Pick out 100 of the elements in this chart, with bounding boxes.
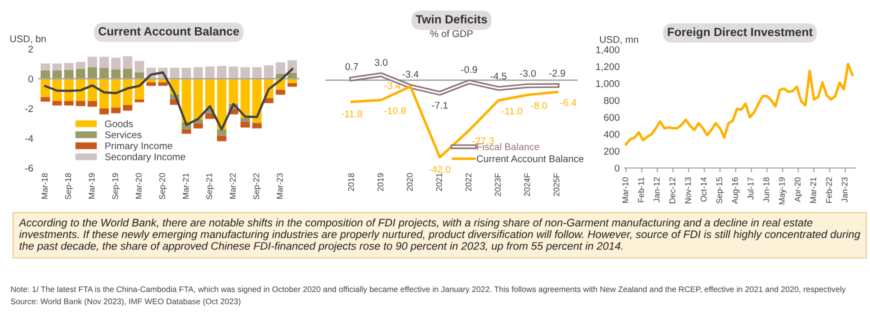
x-tick-label: Sep-18 xyxy=(65,173,73,200)
x-tick-label: Sep-15 xyxy=(716,177,724,204)
x-tick-label: Mar-21 xyxy=(182,173,189,199)
x-tick-label: Sep-22 xyxy=(253,173,261,200)
bar xyxy=(88,101,98,107)
bar xyxy=(228,66,238,79)
x-tick-label: Mar-20 xyxy=(136,173,142,199)
x-tick-label: 2020 xyxy=(406,173,413,191)
x-tick-label: Mar-21 xyxy=(810,177,816,203)
data-label: -11.0 xyxy=(502,108,522,114)
data-label: -6.4 xyxy=(560,99,576,106)
bar xyxy=(99,108,109,114)
data-label: 3.0 xyxy=(374,58,388,66)
x-tick-label: 2024F xyxy=(524,173,530,196)
bar xyxy=(64,70,74,79)
bar xyxy=(64,101,74,106)
data-label: -2.9 xyxy=(549,70,566,77)
bar xyxy=(99,56,109,68)
legend-label: Current Account Balance xyxy=(476,155,584,162)
legend-label: Secondary Income xyxy=(105,153,186,162)
data-label: -8.0 xyxy=(531,102,547,109)
bar xyxy=(76,68,86,79)
bar xyxy=(40,64,50,70)
x-tick-label: Mar-10 xyxy=(622,177,628,203)
bar xyxy=(240,67,250,79)
bar xyxy=(122,68,132,79)
chart-subtitle: % of GDP xyxy=(430,30,473,38)
x-tick-label: May-19 xyxy=(778,177,786,204)
data-label: -0.9 xyxy=(461,66,478,74)
bar xyxy=(240,118,250,122)
data-label: -3.0 xyxy=(520,70,536,77)
chart-title: Twin Deficits xyxy=(416,14,488,24)
x-tick-label: Mar-18 xyxy=(42,173,48,199)
bar xyxy=(76,62,86,69)
x-tick-label: Nov-13 xyxy=(685,177,691,204)
data-label: -4.5 xyxy=(490,72,506,80)
bar xyxy=(76,101,86,106)
y-tick-label: 200 xyxy=(604,148,620,155)
data-label: -27.3 xyxy=(472,138,494,144)
bar xyxy=(111,108,121,114)
data-label: -10.8 xyxy=(384,107,406,114)
text: Note: 1/ The latest FTA is the China-Cambodia FTA, which was signed in October 2020 and officially became effective in January 2022. This follows agreements with New Zealand and the RCEP, effective in 2021 and 2020, respectively xyxy=(11,286,846,294)
bar xyxy=(170,68,180,79)
x-tick-label: 2018 xyxy=(348,173,354,191)
bar xyxy=(88,67,98,79)
bar xyxy=(88,56,98,68)
bar xyxy=(134,100,144,102)
legend-label: Goods xyxy=(105,120,133,128)
text: According to the World Bank, there are notable shifts in the composition of FDI projects, with a rising share of non-Garment manufacturing and a decline in real estate investments. If these newly emerging manufacturing industries are properly nurtured, product diversification will follow. However, source of FDI is still highly concentrated during the past decade, the share of approved Chinese FDI-financed projects rose to 90 percent in 2023, up from 55 percent in 2014. xyxy=(18,218,860,252)
bar xyxy=(52,101,62,106)
chart-title: Current Account Balance xyxy=(98,26,240,36)
x-tick-label: Sep-21 xyxy=(206,173,214,200)
bar xyxy=(216,136,226,142)
x-tick-label: Mar-22 xyxy=(230,173,236,199)
bar xyxy=(216,129,226,136)
source-note: Source: World Bank (Nov 2023), IMF WEO Database (Oct 2023) xyxy=(10,298,240,306)
bar xyxy=(288,83,297,87)
x-tick-label: 2023F xyxy=(494,173,501,196)
x-tick-label: Aug-16 xyxy=(732,177,740,204)
y-tick-label: 0 xyxy=(614,164,620,172)
legend-label: Primary Income xyxy=(105,142,172,152)
y-tick-label: -4 xyxy=(25,135,34,142)
y-tick-label: 800 xyxy=(604,97,620,104)
bar xyxy=(205,66,215,79)
y-tick-label: -6 xyxy=(25,164,33,172)
x-tick-label: Jan-23 xyxy=(842,177,848,202)
x-tick-label: Apr-20 xyxy=(794,177,802,202)
x-tick-label: Mar-23 xyxy=(276,173,283,199)
data-label: -42.0 xyxy=(429,166,450,173)
y-axis-title: USD, mn xyxy=(600,36,638,44)
bar xyxy=(276,90,286,95)
bar xyxy=(276,62,286,74)
x-tick-label: 2022 xyxy=(465,173,472,191)
bar xyxy=(182,78,192,122)
x-tick-label: Feb-22 xyxy=(826,177,832,203)
bar xyxy=(182,68,192,79)
y-tick-label: 1,000 xyxy=(596,80,620,88)
data-label: -7.1 xyxy=(432,102,448,109)
x-tick-label: Jul-17 xyxy=(747,177,754,200)
bar xyxy=(122,56,132,69)
bar xyxy=(40,70,50,79)
x-tick-label: Mar-19 xyxy=(88,173,95,199)
bar xyxy=(134,60,144,72)
y-tick-label: -2 xyxy=(25,105,33,112)
data-label: -11.8 xyxy=(341,110,362,118)
bar xyxy=(193,123,203,128)
y-tick-label: 1,200 xyxy=(596,63,620,72)
x-tick-label: Sep-19 xyxy=(112,173,120,200)
bar xyxy=(111,58,121,70)
bar xyxy=(99,68,109,79)
data-label: 0.7 xyxy=(345,63,358,70)
bar xyxy=(193,78,203,120)
bar xyxy=(252,67,262,79)
y-tick-label: 600 xyxy=(604,114,620,121)
bar xyxy=(252,123,262,128)
x-tick-label: 2021 xyxy=(436,173,442,191)
x-tick-label: Jun-18 xyxy=(763,177,770,202)
x-tick-label: Oct-14 xyxy=(700,177,707,202)
x-tick-label: Feb-11 xyxy=(638,177,644,202)
x-tick-label: Dec-12 xyxy=(669,177,676,204)
